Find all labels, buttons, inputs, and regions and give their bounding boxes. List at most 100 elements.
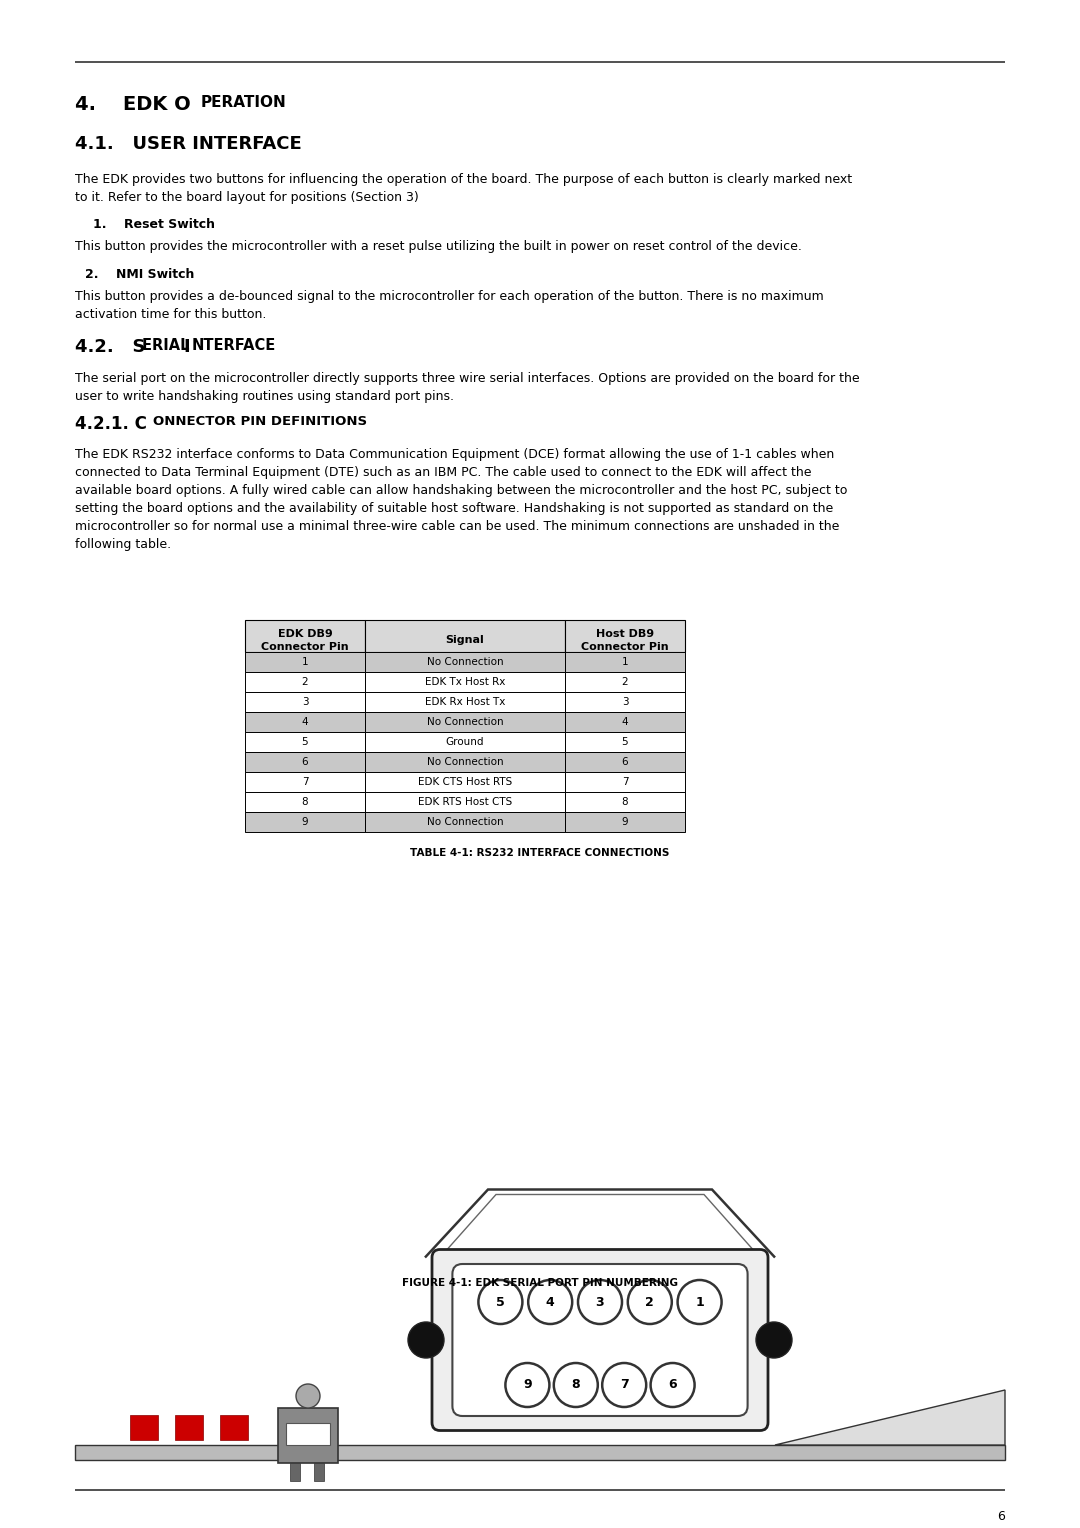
Bar: [291, 1462, 300, 1481]
Text: 6: 6: [669, 1378, 677, 1392]
Text: FIGURE 4-1: EDK SERIAL PORT PIN NUMBERING: FIGURE 4-1: EDK SERIAL PORT PIN NUMBERIN…: [402, 1277, 678, 1288]
Text: 4: 4: [545, 1296, 554, 1308]
Bar: [565, 811, 685, 833]
Bar: [245, 811, 365, 833]
Bar: [565, 772, 685, 792]
Circle shape: [478, 1280, 523, 1323]
Bar: [245, 772, 365, 792]
Text: No Connection: No Connection: [427, 657, 503, 668]
Circle shape: [296, 1384, 320, 1407]
Bar: [245, 792, 365, 811]
Bar: [565, 620, 685, 652]
Bar: [365, 732, 565, 752]
Text: 7: 7: [620, 1378, 629, 1392]
Text: 8: 8: [301, 798, 308, 807]
Text: EDK Tx Host Rx: EDK Tx Host Rx: [424, 677, 505, 688]
Text: Host DB9: Host DB9: [596, 630, 654, 639]
Text: 5: 5: [496, 1296, 504, 1308]
Circle shape: [554, 1363, 598, 1407]
Text: 3: 3: [301, 697, 308, 707]
Text: No Connection: No Connection: [427, 817, 503, 827]
Text: Connector Pin: Connector Pin: [261, 642, 349, 652]
Text: 5: 5: [301, 736, 308, 747]
Bar: [365, 652, 565, 672]
Text: 7: 7: [622, 778, 629, 787]
Bar: [365, 752, 565, 772]
Text: ERIAL: ERIAL: [141, 338, 194, 353]
Text: 4: 4: [622, 717, 629, 727]
Text: EDK RTS Host CTS: EDK RTS Host CTS: [418, 798, 512, 807]
Bar: [220, 1415, 248, 1439]
Bar: [565, 752, 685, 772]
Text: 4: 4: [301, 717, 308, 727]
Bar: [565, 692, 685, 712]
Circle shape: [627, 1280, 672, 1323]
Text: 4.2.   S: 4.2. S: [75, 338, 146, 356]
Text: The EDK RS232 interface conforms to Data Communication Equipment (DCE) format al: The EDK RS232 interface conforms to Data…: [75, 448, 848, 552]
Text: 6: 6: [997, 1510, 1005, 1523]
Bar: [175, 1415, 203, 1439]
Bar: [365, 772, 565, 792]
Circle shape: [528, 1280, 572, 1323]
Circle shape: [505, 1363, 550, 1407]
Text: 3: 3: [622, 697, 629, 707]
Bar: [365, 620, 565, 652]
Text: EDK CTS Host RTS: EDK CTS Host RTS: [418, 778, 512, 787]
Text: 2: 2: [646, 1296, 654, 1308]
Text: No Connection: No Connection: [427, 717, 503, 727]
Bar: [365, 792, 565, 811]
Bar: [245, 652, 365, 672]
Bar: [565, 652, 685, 672]
Bar: [130, 1415, 158, 1439]
Text: Ground: Ground: [446, 736, 484, 747]
Bar: [75, 1445, 1005, 1459]
Text: 8: 8: [571, 1378, 580, 1392]
Text: 4.1.   USER INTERFACE: 4.1. USER INTERFACE: [75, 134, 301, 153]
Bar: [565, 732, 685, 752]
Bar: [365, 692, 565, 712]
Circle shape: [408, 1322, 444, 1358]
Text: 1: 1: [301, 657, 308, 668]
Text: The EDK provides two buttons for influencing the operation of the board. The pur: The EDK provides two buttons for influen…: [75, 173, 852, 205]
Circle shape: [677, 1280, 721, 1323]
Text: 1.    Reset Switch: 1. Reset Switch: [93, 219, 215, 231]
Text: PERATION: PERATION: [201, 95, 287, 110]
Text: I: I: [183, 338, 190, 356]
Text: NTERFACE: NTERFACE: [192, 338, 276, 353]
Text: 9: 9: [622, 817, 629, 827]
Bar: [365, 712, 565, 732]
FancyBboxPatch shape: [453, 1264, 747, 1416]
Bar: [245, 672, 365, 692]
Bar: [245, 692, 365, 712]
Circle shape: [756, 1322, 792, 1358]
Text: 2: 2: [301, 677, 308, 688]
Text: 9: 9: [301, 817, 308, 827]
Text: 6: 6: [301, 756, 308, 767]
Text: This button provides the microcontroller with a reset pulse utilizing the built : This button provides the microcontroller…: [75, 240, 801, 254]
Text: TABLE 4-1: RS232 INTERFACE CONNECTIONS: TABLE 4-1: RS232 INTERFACE CONNECTIONS: [410, 848, 670, 859]
Text: 9: 9: [523, 1378, 531, 1392]
Text: 1: 1: [622, 657, 629, 668]
Text: The serial port on the microcontroller directly supports three wire serial inter: The serial port on the microcontroller d…: [75, 371, 860, 403]
Bar: [565, 712, 685, 732]
Circle shape: [603, 1363, 646, 1407]
Bar: [365, 811, 565, 833]
Text: 4.2.1. C: 4.2.1. C: [75, 416, 147, 432]
Text: Signal: Signal: [446, 636, 484, 645]
Text: Connector Pin: Connector Pin: [581, 642, 669, 652]
Bar: [286, 1423, 330, 1445]
Text: No Connection: No Connection: [427, 756, 503, 767]
Text: 7: 7: [301, 778, 308, 787]
Polygon shape: [775, 1390, 1005, 1445]
Bar: [565, 672, 685, 692]
Bar: [245, 712, 365, 732]
Text: 1: 1: [696, 1296, 704, 1308]
Circle shape: [578, 1280, 622, 1323]
Bar: [565, 792, 685, 811]
Text: 2: 2: [622, 677, 629, 688]
Text: 2.    NMI Switch: 2. NMI Switch: [85, 267, 194, 281]
Text: 5: 5: [622, 736, 629, 747]
Text: 6: 6: [622, 756, 629, 767]
Text: 4.    EDK O: 4. EDK O: [75, 95, 191, 115]
Text: 8: 8: [622, 798, 629, 807]
